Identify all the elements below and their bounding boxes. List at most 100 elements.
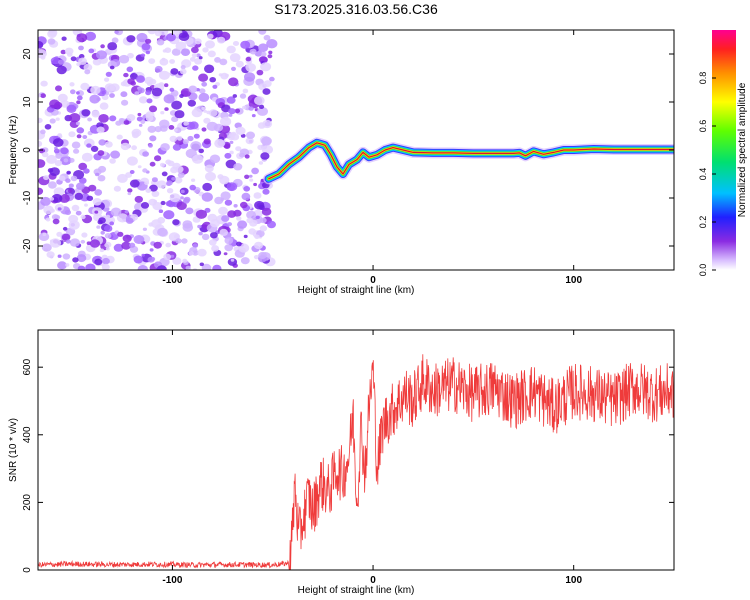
noise-dot [85,263,96,270]
noise-dot [169,135,178,143]
snr-ylabel: SNR (10 * v/v) [8,418,19,482]
noise-dot [65,178,71,183]
noise-dot [83,168,90,174]
noise-dot [51,193,63,203]
colorbar-tick-label: 0.4 [698,168,708,181]
noise-dot [57,93,68,103]
spectrogram-xtick-label: -100 [162,275,182,286]
noise-dot [244,154,250,159]
noise-dot [61,36,67,41]
noise-dot [171,177,176,181]
noise-dot [76,33,88,43]
noise-dot [127,78,135,85]
noise-dot [204,207,211,213]
noise-dot [253,192,262,199]
noise-dot [153,241,162,249]
noise-dot [136,32,148,43]
noise-dot [109,158,116,164]
noise-dot [69,82,75,87]
noise-dot [256,69,264,76]
noise-dot [104,233,112,239]
noise-dot [105,247,110,251]
noise-dot [95,172,100,177]
noise-dot [233,163,243,171]
noise-dot [131,145,138,151]
noise-dot [226,182,238,192]
noise-dot [151,177,158,183]
noise-dot [253,255,260,260]
noise-dot [166,181,172,186]
noise-dot [160,200,166,206]
noise-dot [253,182,257,187]
noise-dot [53,148,60,154]
noise-dot [235,146,242,152]
spectrogram-ytick-label: 0 [22,147,33,153]
noise-dot [172,219,180,226]
noise-dot [179,94,184,98]
noise-dot [140,119,146,124]
noise-dot [61,233,71,241]
noise-dot [75,210,82,216]
noise-dot [218,206,228,215]
noise-dot [201,233,210,241]
noise-dot [228,113,233,117]
noise-dot [56,231,63,237]
noise-dot [142,151,150,157]
noise-dot [40,80,48,87]
noise-dot [194,38,202,45]
noise-dot [57,133,62,137]
noise-dot [84,69,91,75]
noise-dot [109,65,115,70]
noise-dot [149,184,158,192]
noise-dot [38,117,43,124]
noise-dot [120,142,130,151]
snr-panel: -100 0 100 0 200 400 600 Height of straight li… [8,329,675,596]
noise-dot [237,220,248,229]
noise-dot [224,237,234,245]
noise-dot [198,148,204,154]
noise-dot [180,68,187,75]
noise-dot [258,104,265,110]
noise-dot [125,172,133,178]
noise-dot [126,156,138,166]
noise-dot [38,140,43,147]
noise-dot [152,202,163,211]
noise-dot [96,126,105,134]
noise-dot [126,66,134,73]
noise-dot [64,209,71,215]
noise-dot [110,207,122,217]
noise-dot [38,232,50,241]
noise-dot [63,158,69,163]
noise-dot [45,217,51,222]
noise-dot [98,139,106,146]
noise-dot [201,192,213,202]
noise-dot [166,188,174,194]
noise-dot [52,218,60,225]
noise-dot [50,57,60,65]
noise-dot [86,143,92,148]
noise-dot [221,104,231,113]
noise-dot [123,72,129,78]
figure-title: S173.2025.316.03.56.C36 [274,1,438,17]
noise-dot [209,77,216,83]
noise-dot [127,52,134,59]
noise-dot [159,119,170,129]
noise-dot [180,65,186,70]
noise-dot [226,96,236,104]
noise-dot [220,191,231,200]
noise-dot [76,254,87,263]
noise-dot [253,96,265,106]
noise-dot [38,187,44,195]
noise-dot [138,96,148,104]
noise-dot [255,215,260,220]
noise-dot [156,265,167,270]
noise-dot [57,207,62,211]
noise-dot [175,41,187,51]
noise-dot [44,124,52,130]
noise-dot [133,235,145,244]
noise-dot [201,127,207,132]
noise-dot [124,210,129,214]
noise-dot [81,152,93,162]
noise-dot [210,232,218,239]
